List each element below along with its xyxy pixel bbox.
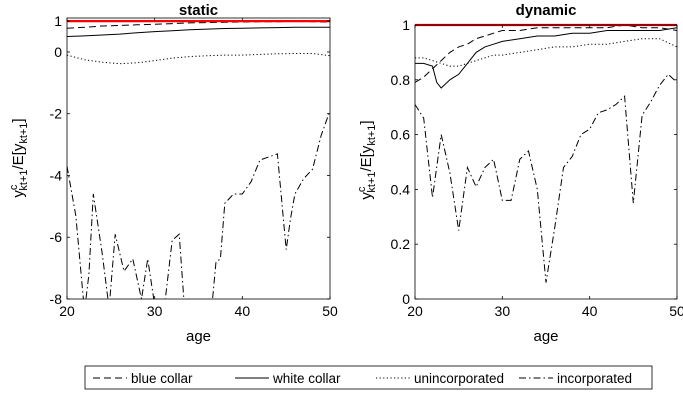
static-ylabel: yckt+1/E[ykt+1] xyxy=(8,118,30,197)
dynamic-xtick-label: 50 xyxy=(669,303,683,319)
dynamic-title: dynamic xyxy=(516,2,577,19)
dynamic-xlabel: age xyxy=(533,328,558,345)
static-ytick-label: -2 xyxy=(50,106,63,122)
dynamic-series-unincorporated xyxy=(415,38,677,67)
static-title: static xyxy=(179,2,218,19)
dynamic-series-incorporated xyxy=(415,73,677,283)
static-plot-area xyxy=(67,18,330,299)
static-series-white-collar xyxy=(67,26,330,37)
static-xtick-label: 30 xyxy=(147,303,163,319)
dynamic-xtick-label: 30 xyxy=(495,303,511,319)
legend-label-white-collar: white collar xyxy=(272,371,341,386)
dynamic-series-white-collar xyxy=(415,27,677,89)
static-xtick-label: 40 xyxy=(235,303,251,319)
legend-label-blue-collar: blue collar xyxy=(131,371,193,386)
dynamic-xtick-label: 40 xyxy=(582,303,598,319)
static-series-incorporated xyxy=(67,110,330,299)
static-ytick-label: -4 xyxy=(50,167,63,183)
dynamic-ytick-label: 0.6 xyxy=(391,127,411,143)
dynamic-ytick-label: 0.4 xyxy=(391,181,411,197)
dynamic-ytick-label: 1 xyxy=(402,17,410,33)
legend: blue collar white collar unincorporated inc… xyxy=(84,365,653,390)
dynamic-ytick-label: 0 xyxy=(402,291,410,307)
legend-box xyxy=(84,365,653,390)
legend-label-incorporated: incorporated xyxy=(557,371,632,386)
static-axes-box xyxy=(66,17,331,300)
static-series-unincorporated xyxy=(67,53,330,65)
chart-static: static age 20 30 40 50 -8 -6 -4 -2 0 1 yckt+1/E[y… xyxy=(8,2,338,345)
static-ytick-label: 1 xyxy=(54,13,62,29)
static-ytick-label: -6 xyxy=(50,229,63,245)
static-ytick-label: -8 xyxy=(50,291,63,307)
dynamic-ytick-label: 0.8 xyxy=(391,72,411,88)
dynamic-axes-box xyxy=(414,24,678,300)
static-xlabel: age xyxy=(186,328,211,345)
chart-dynamic: dynamic age 20 30 40 50 0 0.2 0.4 0.6 0.8 1 yckt+… xyxy=(356,2,683,345)
static-ytick-label: 0 xyxy=(54,44,62,60)
static-xtick-label: 20 xyxy=(59,303,75,319)
dynamic-plot-area xyxy=(415,25,677,299)
dynamic-ylabel: yckt+1/E[ykt+1] xyxy=(356,120,378,199)
static-xtick-label: 50 xyxy=(322,303,338,319)
legend-label-unincorporated: unincorporated xyxy=(414,371,504,386)
dynamic-ytick-label: 0.2 xyxy=(391,236,411,252)
dynamic-xtick-label: 20 xyxy=(407,303,423,319)
